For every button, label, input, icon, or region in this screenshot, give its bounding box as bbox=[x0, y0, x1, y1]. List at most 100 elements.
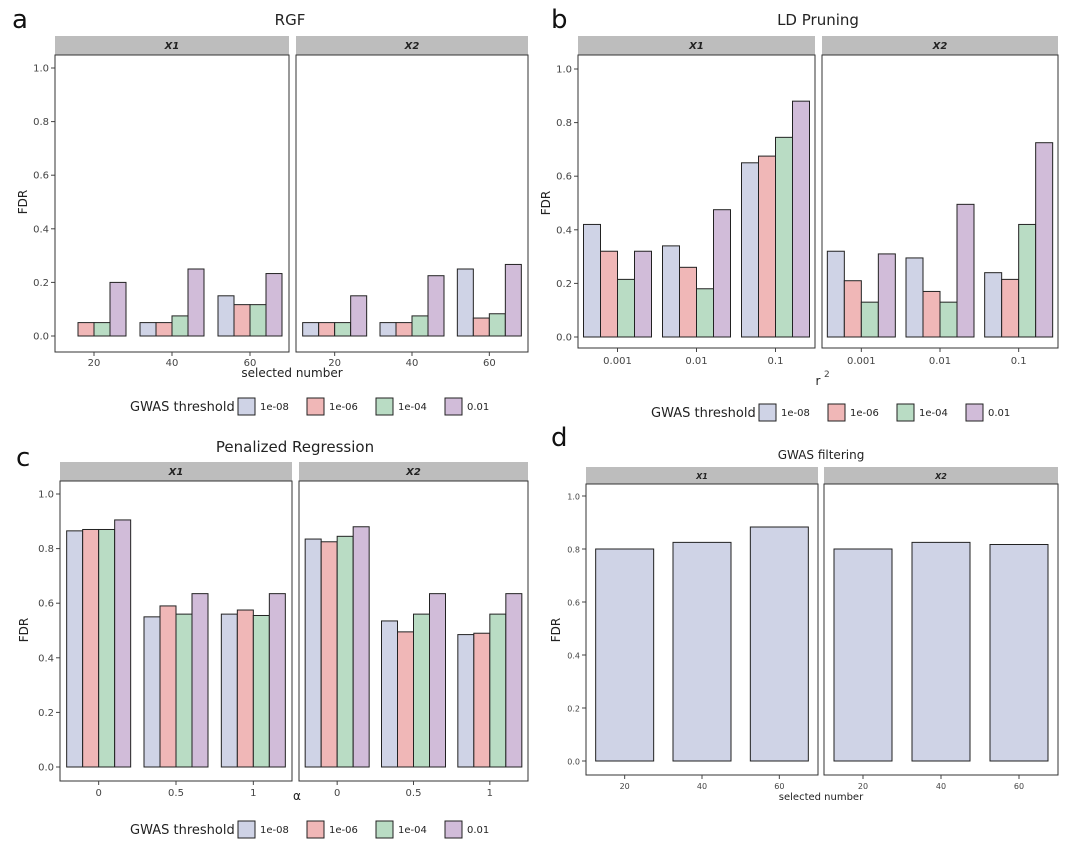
x-tick-label: 20 bbox=[88, 358, 101, 369]
legend-swatch-1e-04 bbox=[375, 397, 394, 416]
y-tick-label: 1.0 bbox=[567, 493, 580, 502]
bar-x1-0.5-0.01 bbox=[191, 593, 209, 768]
legend-swatch-1e-08 bbox=[237, 397, 256, 416]
y-tick-label: 1.0 bbox=[38, 490, 54, 501]
bar-x2-0.001-1e-06 bbox=[843, 280, 862, 338]
x-tick-label: 60 bbox=[1014, 782, 1024, 791]
bar-x1-1-0.01 bbox=[268, 593, 286, 768]
y-tick-label: 0.4 bbox=[33, 224, 49, 235]
legend-label: 1e-08 bbox=[260, 825, 289, 836]
facet-strip-label: X2 bbox=[405, 467, 421, 478]
bar-x1-40-0.01 bbox=[187, 268, 205, 337]
x-tick-label: 0 bbox=[95, 788, 101, 799]
y-tick-label: 0.0 bbox=[567, 758, 580, 767]
facet-strip bbox=[824, 467, 1058, 484]
legend-swatch-1e-04 bbox=[896, 403, 915, 422]
bar-x1-0-1e-04 bbox=[98, 528, 116, 768]
bar-x2-0.1-1e-04 bbox=[1018, 223, 1037, 338]
legend-b: GWAS threshold 1e-08 1e-06 1e-04 0.01 bbox=[651, 403, 1010, 422]
legend-swatch-1e-08 bbox=[758, 403, 777, 422]
legend-c: GWAS threshold 1e-08 1e-06 1e-04 0.01 bbox=[130, 820, 489, 839]
y-tick-label: 0.0 bbox=[38, 763, 54, 774]
bar-x2-20-0.01 bbox=[350, 295, 368, 337]
legend-label: 1e-08 bbox=[781, 408, 810, 419]
facet-strip-label: X1 bbox=[688, 41, 704, 52]
y-tick-label: 0.8 bbox=[567, 546, 580, 555]
bar-x1-0.01-0.01 bbox=[713, 209, 731, 338]
bar-x1-0.1-0.01 bbox=[792, 100, 810, 338]
legend-swatch-1e-06 bbox=[306, 397, 325, 416]
x-tick-label: 0 bbox=[334, 788, 340, 799]
x-tick-label: 60 bbox=[483, 358, 496, 369]
facet-strip-label: X1 bbox=[168, 467, 184, 478]
bar-x1-0.001-1e-08 bbox=[583, 223, 601, 338]
legend-label: 1e-04 bbox=[398, 825, 427, 836]
y-tick-label: 0.6 bbox=[556, 172, 572, 183]
legend-swatch-0.01 bbox=[444, 397, 463, 416]
y-tick-label: 0.8 bbox=[38, 544, 54, 555]
y-axis-label: FDR bbox=[16, 190, 30, 214]
panel-title-a: RGF bbox=[275, 11, 306, 29]
facet-c-x2: X2 0 0.5 1 bbox=[298, 462, 529, 799]
x-tick-label: 0.1 bbox=[768, 356, 784, 367]
x-tick-label: 20 bbox=[858, 782, 868, 791]
bar-x2-20-1e-08 bbox=[302, 322, 320, 337]
facet-strip-label: X2 bbox=[404, 41, 420, 52]
panel-c: c Penalized Regression FDR 0.0 0.2 0.4 0.6 0.8 1… bbox=[16, 438, 529, 839]
bar-x2-60-1e-06 bbox=[472, 317, 490, 337]
legend-swatch-0.01 bbox=[444, 820, 463, 839]
x-tick-label: 40 bbox=[166, 358, 179, 369]
bar-x1-0.1-1e-08 bbox=[741, 162, 759, 338]
y-axis-label: FDR bbox=[539, 191, 553, 215]
legend-label: 0.01 bbox=[467, 402, 489, 413]
x-tick-label: 40 bbox=[406, 358, 419, 369]
panel-a: a RGF FDR 0.0 0.2 0.4 0.6 0.8 1.0 X1 20 40 60 X2 20 40 6… bbox=[12, 5, 529, 416]
x-axis-label: r bbox=[816, 374, 821, 388]
facet-panel-border bbox=[295, 54, 529, 353]
bar-x2-1-0.01 bbox=[505, 593, 523, 768]
bar-x1-0.5-1e-08 bbox=[143, 616, 161, 768]
bar-x1-20-0.01 bbox=[109, 281, 127, 337]
legend-label: 0.01 bbox=[467, 825, 489, 836]
x-tick-label: 20 bbox=[328, 358, 341, 369]
legend-label: 1e-08 bbox=[260, 402, 289, 413]
legend-swatch-1e-06 bbox=[306, 820, 325, 839]
legend-label: 1e-06 bbox=[329, 402, 358, 413]
bar-x2-20-single bbox=[833, 548, 893, 762]
bar-x2-0.001-1e-08 bbox=[826, 250, 845, 338]
bar-x2-1-1e-08 bbox=[457, 634, 475, 768]
bar-x1-60-single bbox=[749, 526, 809, 762]
x-axis-label: selected number bbox=[779, 792, 864, 803]
y-tick-label: 1.0 bbox=[556, 65, 572, 76]
bar-x1-40-1e-04 bbox=[171, 315, 189, 337]
y-tick-label: 0.6 bbox=[33, 171, 49, 182]
facet-strip-label: X1 bbox=[164, 41, 180, 52]
facet-d-x2: X2 20 40 60 bbox=[823, 467, 1059, 791]
bar-x2-0.5-1e-06 bbox=[397, 631, 414, 768]
bar-x2-20-1e-04 bbox=[334, 322, 352, 337]
y-tick-label: 0.0 bbox=[556, 333, 572, 344]
facet-b-x2: X2 0.001 0.01 0.1 bbox=[821, 36, 1059, 367]
facet-d-x1: X1 20 40 60 bbox=[585, 467, 819, 791]
y-tick-label: 0.6 bbox=[38, 599, 54, 610]
y-tick-label: 0.8 bbox=[556, 118, 572, 129]
x-tick-label: 0.001 bbox=[603, 356, 632, 367]
x-tick-label: 0.01 bbox=[929, 356, 951, 367]
legend-swatch-1e-08 bbox=[237, 820, 256, 839]
legend-label: 1e-04 bbox=[398, 402, 427, 413]
facet-strip bbox=[578, 36, 815, 55]
y-tick-label: 0.2 bbox=[556, 279, 572, 290]
bar-x2-0.5-0.01 bbox=[429, 593, 446, 768]
panel-title-b: LD Pruning bbox=[777, 11, 859, 29]
facet-c-x1: X1 0 0.5 1 bbox=[59, 462, 293, 799]
bar-x2-0-1e-06 bbox=[320, 541, 338, 768]
bar-x1-0.01-1e-04 bbox=[696, 288, 714, 338]
bar-x1-0.5-1e-06 bbox=[159, 605, 177, 768]
x-tick-label: 0.001 bbox=[847, 356, 876, 367]
legend-label: 1e-04 bbox=[919, 408, 948, 419]
y-tick-label: 0.2 bbox=[33, 278, 49, 289]
bar-x2-0-0.01 bbox=[352, 526, 370, 768]
legend-a: GWAS threshold 1e-08 1e-06 1e-04 0.01 bbox=[130, 397, 489, 416]
y-tick-label: 0.4 bbox=[567, 652, 580, 661]
legend-title: GWAS threshold bbox=[651, 406, 756, 421]
